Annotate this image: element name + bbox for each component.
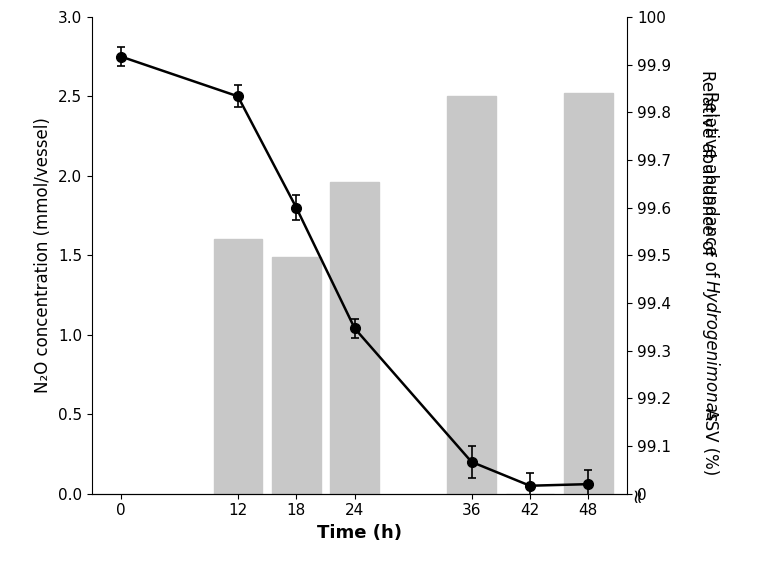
Bar bbox=[330, 182, 379, 494]
Bar bbox=[448, 96, 496, 494]
Text: ≈: ≈ bbox=[627, 485, 646, 502]
Text: Hydrogenimonas: Hydrogenimonas bbox=[702, 280, 719, 421]
Bar bbox=[213, 240, 262, 494]
Bar bbox=[272, 257, 321, 494]
Y-axis label: N₂O concentration (mmol/vessel): N₂O concentration (mmol/vessel) bbox=[34, 117, 52, 393]
Text: Relative abundance of: Relative abundance of bbox=[702, 91, 719, 277]
Text: ASV (%): ASV (%) bbox=[702, 403, 719, 475]
Bar bbox=[564, 93, 613, 494]
Text: Relative abundance of: Relative abundance of bbox=[678, 70, 716, 255]
X-axis label: Time (h): Time (h) bbox=[317, 524, 402, 542]
